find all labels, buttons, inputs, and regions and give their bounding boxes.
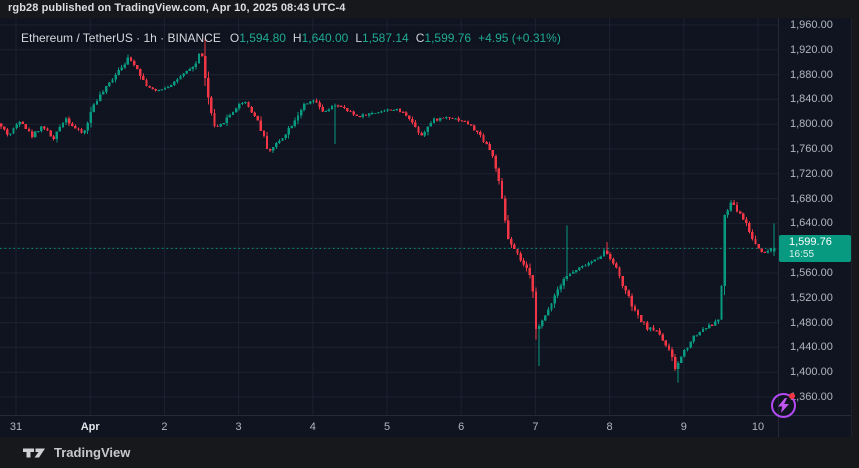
time-axis-label: 10 xyxy=(751,421,765,433)
time-axis-label: 6 xyxy=(458,421,465,433)
price-axis[interactable]: 1,960.00 1,920.00 1,880.00 1,840.00 1,800.00… xyxy=(778,18,851,437)
time-axis-label: 7 xyxy=(532,421,539,433)
last-price-label: 1,599.76 16:55 xyxy=(779,234,851,262)
time-axis-label: 3 xyxy=(235,421,242,433)
chart-widget: Ethereum / TetherUS · 1h · BINANCE O1,59… xyxy=(0,18,852,437)
time-axis-label: 4 xyxy=(309,421,316,433)
footer-bar: TradingView xyxy=(0,437,859,468)
price-axis-label: 1,880.00 xyxy=(790,68,833,81)
price-axis-label: 1,960.00 xyxy=(790,19,833,31)
time-axis-label: 31 xyxy=(9,421,23,433)
time-axis-label: 5 xyxy=(383,421,391,433)
tradingview-logo-text[interactable]: TradingView xyxy=(54,445,131,460)
price-axis-label: 1,520.00 xyxy=(790,291,833,304)
price-axis-label: 1,360.00 xyxy=(790,391,833,403)
price-axis-label: 1,440.00 xyxy=(790,341,833,354)
time-axis-label: Apr xyxy=(80,421,100,433)
price-axis-label: 1,720.00 xyxy=(790,167,833,180)
chart-legend: Ethereum / TetherUS · 1h · BINANCE O1,59… xyxy=(21,31,561,45)
time-axis-label: 8 xyxy=(606,421,613,433)
last-price-value: 1,599.76 xyxy=(789,236,832,249)
tradingview-logo[interactable] xyxy=(22,446,47,460)
candlestick-chart[interactable] xyxy=(0,18,852,415)
price-axis-label: 1,400.00 xyxy=(790,366,833,379)
price-axis-label: 1,760.00 xyxy=(790,143,833,155)
attribution-text: rgb28 published on TradingView.com, Apr … xyxy=(8,2,346,14)
ohlc-item: L1,587.14 xyxy=(355,31,409,45)
ohlc-item: C1,599.76 xyxy=(415,31,472,45)
time-axis-label: 2 xyxy=(161,421,168,433)
price-axis-label: 1,640.00 xyxy=(790,217,833,230)
price-axis-label: 1,560.00 xyxy=(790,267,833,279)
price-axis-label: 1,920.00 xyxy=(790,43,833,56)
symbol-title: Ethereum / TetherUS · 1h · BINANCE xyxy=(21,31,221,45)
quick-actions-button[interactable] xyxy=(771,393,796,418)
ohlc-item: O1,594.80 xyxy=(229,31,286,45)
time-axis-label: 9 xyxy=(680,421,687,433)
price-axis-label: 1,680.00 xyxy=(790,192,833,205)
time-axis[interactable]: 31 Apr 2 3 4 5 6 7 8 9 10 xyxy=(0,415,851,437)
price-axis-label: 1,480.00 xyxy=(790,316,833,329)
bar-countdown: 16:55 xyxy=(789,248,815,260)
price-axis-label: 1,800.00 xyxy=(790,118,833,131)
notification-dot xyxy=(789,393,795,399)
lightning-icon xyxy=(778,398,789,413)
change-readout: +4.95 (+0.31%) xyxy=(478,31,561,45)
price-axis-label: 1,840.00 xyxy=(790,93,833,106)
ohlc-readout: O1,594.80 H1,640.00 L1,587.14 C1,599.76 +4.9… xyxy=(230,31,561,45)
ohlc-item: H1,640.00 xyxy=(292,31,349,45)
